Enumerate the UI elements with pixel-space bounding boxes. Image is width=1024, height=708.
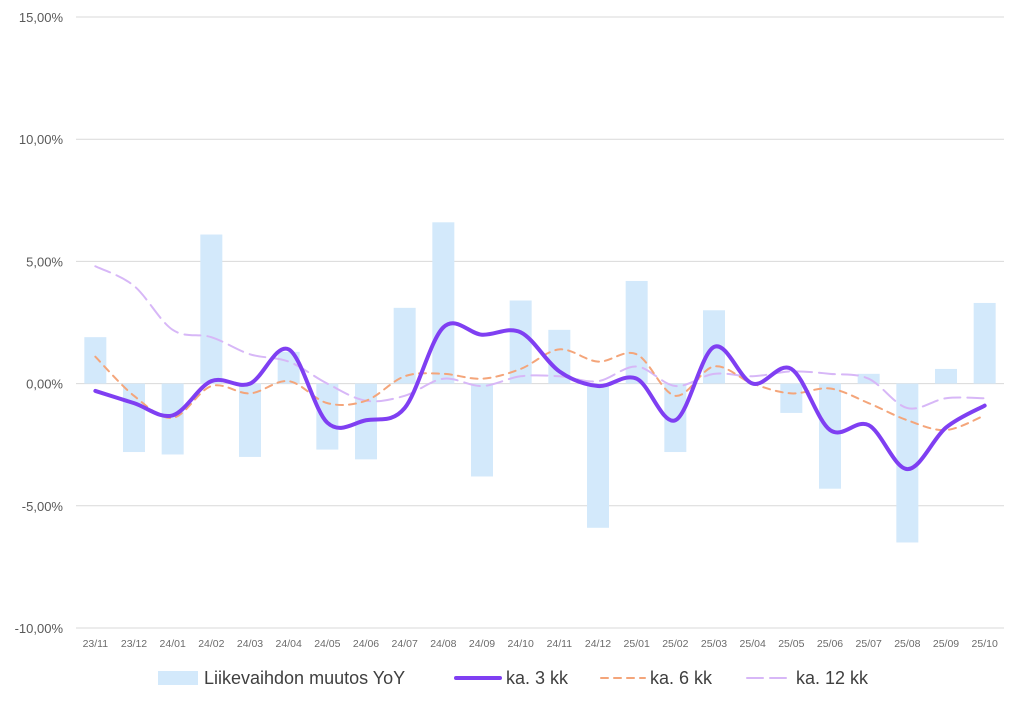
- x-tick-label: 25/05: [778, 638, 804, 650]
- x-tick-label: 25/09: [933, 638, 959, 650]
- x-tick-label: 24/02: [198, 638, 224, 650]
- bar: [393, 307, 416, 384]
- x-tick-label: 25/04: [740, 638, 766, 650]
- x-tick-label: 24/10: [508, 638, 534, 650]
- bar-layer: [84, 222, 996, 543]
- bar: [664, 383, 687, 453]
- bar: [587, 383, 609, 528]
- x-tick-label: 25/10: [972, 638, 998, 650]
- x-tick-label: 24/05: [314, 638, 340, 650]
- x-tick-label: 24/08: [430, 638, 456, 650]
- x-tick-label: 24/12: [585, 638, 611, 650]
- bar: [509, 300, 532, 384]
- bar: [896, 383, 919, 543]
- x-tick-label: 25/03: [701, 638, 727, 650]
- legend-label: Liikevaihdon muutos YoY: [204, 668, 405, 688]
- legend-label: ka. 6 kk: [650, 668, 713, 688]
- bar: [548, 329, 571, 384]
- legend-label: ka. 3 kk: [506, 668, 569, 688]
- bar: [935, 368, 957, 384]
- legend-swatch: [158, 671, 198, 685]
- x-tick-label: 25/01: [624, 638, 650, 650]
- bar: [316, 383, 339, 450]
- x-tick-label: 25/08: [894, 638, 920, 650]
- y-axis: 15,00% 10,00% 5,00% 0,00% -5,00% -10,00%: [15, 10, 64, 636]
- legend-label: ka. 12 kk: [796, 668, 869, 688]
- bar: [123, 383, 145, 453]
- x-tick-label: 24/06: [353, 638, 379, 650]
- x-tick-label: 23/12: [121, 638, 147, 650]
- x-tick-label: 24/04: [276, 638, 302, 650]
- x-tick-label: 25/02: [662, 638, 688, 650]
- y-tick-label: -10,00%: [15, 621, 64, 636]
- series-line-ka-12-kk: [94, 265, 986, 410]
- x-tick-label: 25/06: [817, 638, 843, 650]
- bar: [780, 383, 803, 413]
- x-tick-label: 24/07: [392, 638, 418, 650]
- bar: [432, 222, 455, 384]
- x-tick-label: 25/07: [856, 638, 882, 650]
- bar: [84, 337, 107, 384]
- y-tick-label: 5,00%: [26, 254, 63, 269]
- y-tick-label: 10,00%: [19, 132, 64, 147]
- y-tick-label: -5,00%: [22, 499, 64, 514]
- x-tick-label: 24/11: [547, 638, 573, 650]
- bar: [200, 234, 223, 384]
- x-tick-label: 24/03: [237, 638, 263, 650]
- series-line-ka-6-kk: [94, 348, 986, 432]
- x-axis: 23/11 23/12 24/01 24/02 24/03 24/04 24/05 24/06…: [83, 638, 998, 650]
- x-tick-label: 24/01: [160, 638, 186, 650]
- bar: [819, 383, 841, 489]
- bar: [973, 302, 996, 384]
- bar: [471, 383, 493, 477]
- bar: [239, 383, 261, 457]
- x-tick-label: 23/11: [83, 638, 109, 650]
- bar: [161, 383, 184, 455]
- legend: Liikevaihdon muutos YoY ka. 3 kk ka. 6 kk k…: [158, 668, 869, 688]
- x-tick-label: 24/09: [469, 638, 495, 650]
- series-line-ka-3-kk: [93, 321, 987, 472]
- line-layer: [93, 265, 987, 472]
- y-tick-label: 0,00%: [26, 377, 63, 392]
- y-tick-label: 15,00%: [19, 10, 64, 25]
